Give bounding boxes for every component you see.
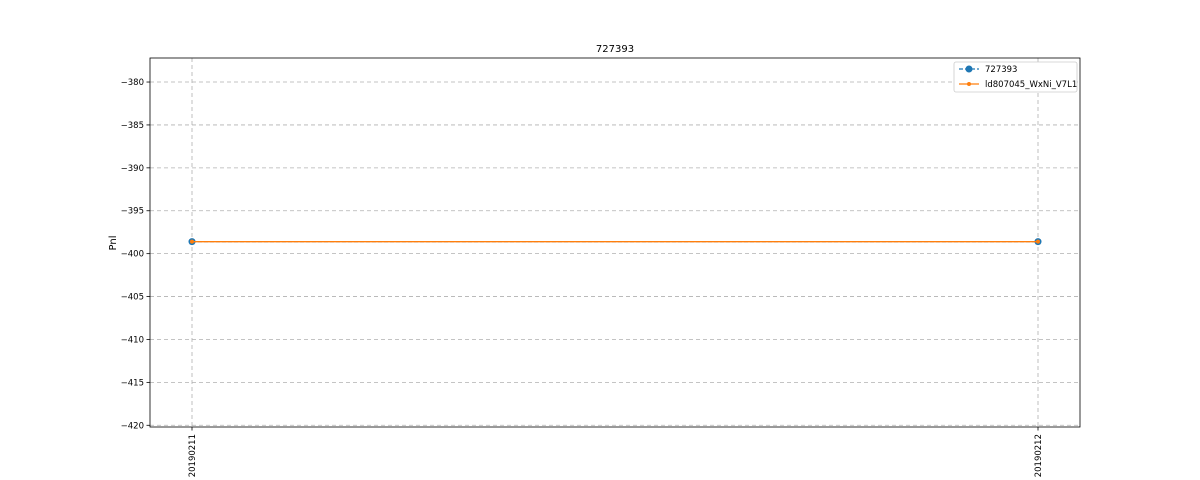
y-tick-label: −420 [121,421,144,431]
y-tick-label: −385 [121,121,144,131]
grid [150,58,1080,427]
y-tick-label: −415 [121,378,144,388]
legend: 727393 ld807045_WxNi_V7L1 [953,61,1078,93]
chart-title: 727393 [596,44,634,55]
series-1-point [1036,239,1040,244]
y-tick-label: −390 [121,164,144,174]
y-tick-label: −400 [121,250,144,260]
x-tick-label: 20190212 [1034,434,1044,477]
y-tick-label: −395 [121,207,144,217]
y-tick-label: −380 [121,78,144,88]
y-axis-label: Pnl [108,236,119,251]
series-1-point [190,239,194,244]
legend-marker-727393 [965,65,973,73]
legend-marker-ld807045 [967,82,971,86]
x-tick-label: 20190211 [188,434,198,477]
x-axis: 20190211 20190212 [188,427,1044,477]
series-layer [188,238,1042,246]
y-tick-label: −410 [121,335,144,345]
y-axis: −380 −385 −390 −395 −400 −405 −410 −415 −420 [121,78,150,431]
legend-label-727393: 727393 [985,65,1017,75]
legend-label-ld807045: ld807045_WxNi_V7L1 [985,80,1077,90]
legend-box [953,61,1078,93]
y-tick-label: −405 [121,293,144,303]
plot-area-frame [149,57,1081,428]
